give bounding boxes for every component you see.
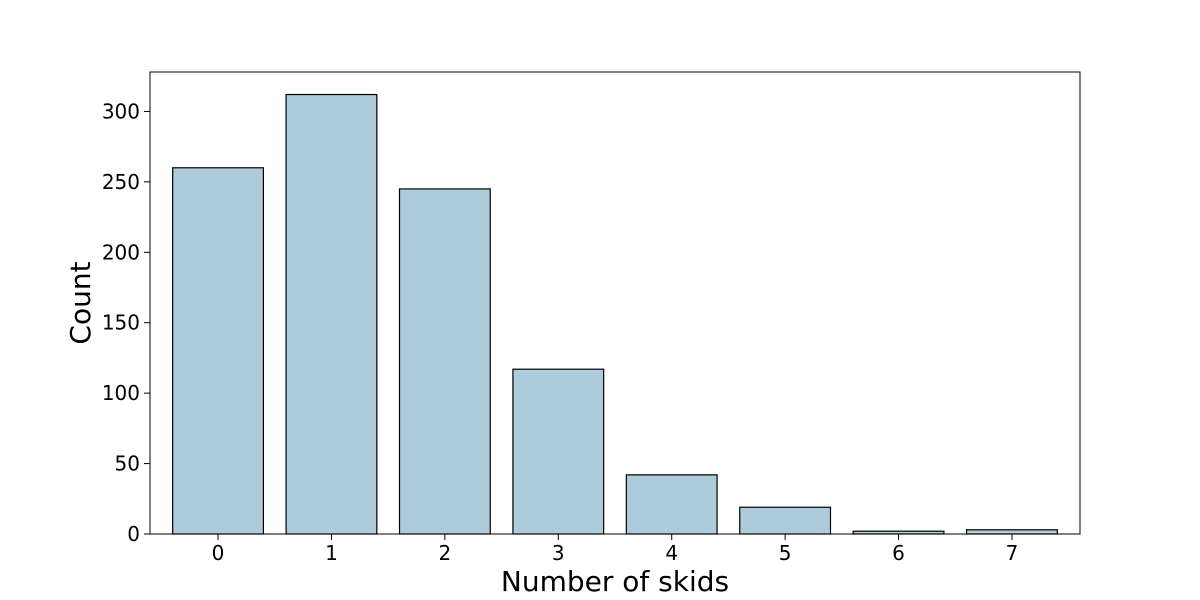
y-tick-label: 150	[102, 311, 140, 335]
y-axis: 0 50 100 150 200 250 300	[102, 99, 150, 546]
y-tick-label: 100	[102, 381, 140, 405]
x-tick-label: 5	[779, 541, 792, 565]
x-tick-label: 6	[892, 541, 905, 565]
bar-4	[625, 474, 718, 535]
x-tick-label: 7	[1006, 541, 1019, 565]
y-tick-label: 50	[115, 452, 140, 476]
bar-7	[965, 529, 1058, 535]
y-axis-label: Count	[64, 261, 97, 344]
y-tick-label: 200	[102, 240, 140, 264]
x-axis: 0 1 2 3 4 5 6 7	[212, 534, 1019, 565]
bar-1	[285, 93, 378, 535]
x-tick-label: 2	[439, 541, 452, 565]
x-axis-label: Number of skids	[501, 565, 729, 598]
x-tick-label: 4	[665, 541, 678, 565]
x-tick-label: 1	[325, 541, 338, 565]
bar-2	[398, 188, 491, 535]
bar-0	[172, 167, 265, 535]
y-tick-label: 250	[102, 170, 140, 194]
bar-3	[512, 368, 605, 535]
y-tick-label: 300	[102, 99, 140, 123]
bar-5	[739, 506, 832, 535]
plot-frame	[149, 71, 1081, 535]
x-tick-label: 3	[552, 541, 565, 565]
x-tick-label: 0	[212, 541, 225, 565]
bars-group	[172, 93, 1058, 535]
y-tick-label: 0	[127, 522, 140, 546]
